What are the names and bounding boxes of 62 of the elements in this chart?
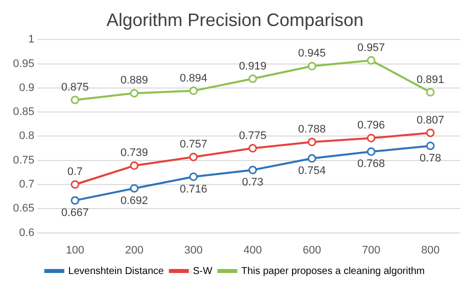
- data-label: 0.692: [120, 194, 148, 207]
- point: [308, 138, 316, 146]
- data-label: 0.796: [357, 120, 385, 132]
- point: [189, 86, 198, 96]
- point: [426, 88, 435, 96]
- data-label: 0.7: [67, 166, 83, 178]
- y-tick-label: 0.9: [19, 82, 34, 94]
- x-tick-label: 300: [184, 244, 203, 256]
- y-tick-label: 0.95: [12, 58, 34, 70]
- point: [130, 88, 138, 98]
- data-label: 0.757: [180, 138, 208, 150]
- x-tick-label: 100: [66, 244, 84, 256]
- data-label: 0.775: [238, 130, 266, 142]
- data-label: 0.788: [298, 124, 326, 136]
- x-tick-label: 600: [302, 244, 322, 256]
- data-label: 0.716: [180, 183, 208, 196]
- data-label: 0.945: [298, 48, 326, 60]
- point: [308, 62, 316, 70]
- data-label: 0.768: [357, 158, 385, 170]
- x-tick-label: 200: [125, 244, 144, 256]
- chart-title: Algorithm Precision Comparison: [106, 10, 364, 30]
- data-label: 0.739: [120, 147, 148, 160]
- y-tick-label: 0.6: [19, 226, 34, 239]
- y-tick-label: 0.8: [19, 130, 34, 142]
- y-tick-label: 0.7: [19, 178, 34, 191]
- point: [70, 96, 80, 104]
- y-tick-label: 0.75: [12, 154, 34, 166]
- point: [366, 147, 376, 156]
- data-label: 0.807: [416, 114, 444, 126]
- data-label: 0.919: [238, 60, 266, 72]
- point: [308, 154, 316, 163]
- legend-label: This paper proposes a cleaning algorithm: [241, 266, 425, 277]
- point: [130, 184, 138, 193]
- data-label: 0.73: [242, 176, 264, 189]
- point: [426, 128, 435, 138]
- point: [70, 196, 80, 205]
- point: [366, 56, 376, 65]
- x-tick-label: 700: [362, 244, 380, 256]
- data-label: 0.78: [420, 152, 442, 164]
- point: [130, 161, 138, 170]
- point: [248, 166, 257, 174]
- y-tick-label: 1: [28, 34, 34, 46]
- point: [70, 180, 80, 189]
- data-label: 0.889: [120, 74, 148, 87]
- x-tick-label: 800: [421, 244, 440, 256]
- legend-label: Levenshtein Distance: [68, 266, 164, 277]
- data-label: 0.875: [61, 82, 89, 94]
- legend-label: S-W: [192, 266, 213, 277]
- point: [189, 152, 198, 162]
- point: [189, 172, 198, 182]
- data-label: 0.891: [416, 74, 444, 86]
- y-tick-label: 0.65: [12, 202, 34, 215]
- point: [366, 134, 376, 142]
- point: [426, 142, 435, 150]
- data-label: 0.957: [357, 42, 385, 54]
- data-label: 0.667: [61, 206, 89, 219]
- point: [248, 74, 257, 83]
- data-label: 0.754: [298, 164, 326, 177]
- point: [248, 144, 257, 153]
- data-label: 0.894: [180, 72, 208, 84]
- x-tick-label: 400: [244, 244, 262, 256]
- y-tick-label: 0.85: [12, 106, 34, 118]
